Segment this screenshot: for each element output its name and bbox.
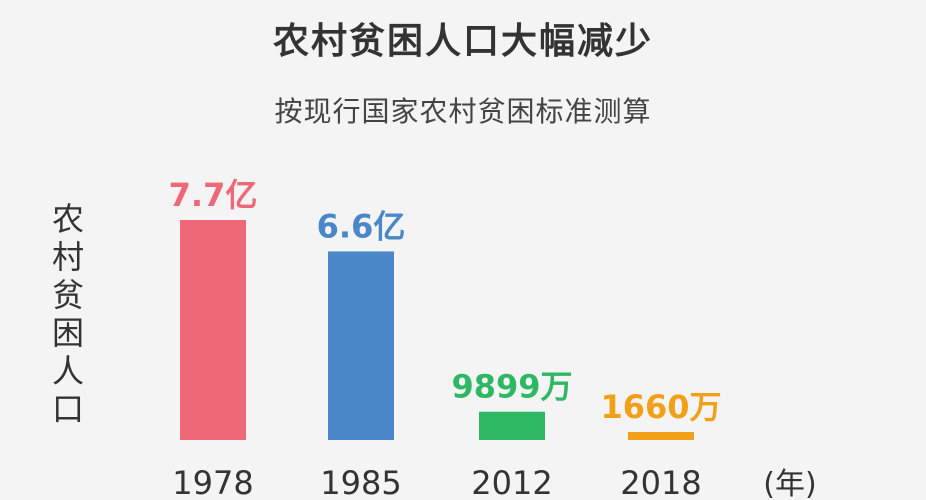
bar-1985	[328, 251, 394, 440]
x-tick-2018: 2018	[620, 464, 701, 500]
x-tick-1985: 1985	[320, 464, 401, 500]
x-tick-1978: 1978	[172, 464, 253, 500]
value-label-2012: 9899万	[451, 368, 572, 406]
bar-2018	[628, 432, 694, 440]
x-tick-2012: 2012	[471, 464, 552, 500]
y-axis-label: 农村贫困人口	[51, 200, 84, 428]
value-label-1985: 6.6亿	[317, 207, 406, 245]
chart-title: 农村贫困人口大幅减少	[272, 21, 653, 62]
value-label-2018: 1660万	[600, 388, 721, 426]
chart-subtitle: 按现行国家农村贫困标准测算	[274, 95, 652, 128]
bar-1978	[180, 220, 246, 440]
x-axis-unit: (年)	[763, 467, 816, 500]
bar-2012	[479, 411, 545, 440]
value-label-1978: 7.7亿	[169, 176, 258, 214]
